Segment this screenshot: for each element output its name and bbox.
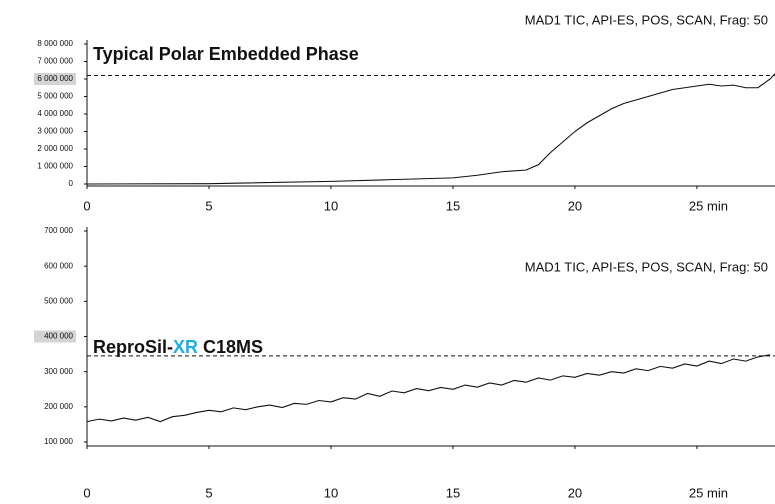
y-tick-label: 400 000 bbox=[44, 332, 73, 341]
annotation: MAD1 TIC, API-ES, POS, SCAN, Frag: 50 bbox=[525, 259, 768, 274]
y-tick-label: 200 000 bbox=[44, 402, 73, 411]
x-tick-label: 0 bbox=[83, 485, 90, 500]
tick-highlight bbox=[34, 330, 76, 343]
title-part: XR bbox=[173, 337, 198, 357]
y-tick-label: 6 000 000 bbox=[37, 74, 73, 83]
y-tick-label: 3 000 000 bbox=[37, 127, 73, 136]
y-tick-label: 300 000 bbox=[44, 367, 73, 376]
y-tick-label: 8 000 000 bbox=[37, 39, 73, 48]
x-tick-label: 5 bbox=[205, 198, 212, 213]
y-tick-label: 0 bbox=[69, 179, 74, 188]
x-tick-label: 10 bbox=[324, 485, 338, 500]
y-tick-label: 5 000 000 bbox=[37, 92, 73, 101]
x-tick-label: 5 bbox=[205, 485, 212, 500]
x-tick-label: 20 bbox=[568, 198, 582, 213]
line-series bbox=[86, 73, 775, 185]
annotation: MAD1 TIC, API-ES, POS, SCAN, Frag: 50 bbox=[525, 12, 768, 27]
y-tick-label: 500 000 bbox=[44, 296, 73, 305]
x-tick-label: 15 bbox=[446, 198, 460, 213]
x-tick-label: 15 bbox=[446, 485, 460, 500]
y-tick-label: 700 000 bbox=[44, 226, 73, 235]
x-tick-label: 10 bbox=[324, 198, 338, 213]
x-tick-label: 20 bbox=[568, 485, 582, 500]
x-tick-label: 0 bbox=[83, 198, 90, 213]
y-tick-label: 600 000 bbox=[44, 261, 73, 270]
x-tick-label: 25 min bbox=[689, 198, 728, 213]
y-tick-label: 2 000 000 bbox=[37, 144, 73, 153]
x-tick-label: 25 min bbox=[689, 485, 728, 500]
chart-title: Typical Polar Embedded Phase bbox=[93, 44, 359, 64]
y-tick-label: 1 000 000 bbox=[37, 162, 73, 171]
line-series bbox=[86, 354, 771, 423]
y-tick-label: 100 000 bbox=[44, 437, 73, 446]
title-part: C18MS bbox=[198, 337, 263, 357]
tick-highlight bbox=[34, 73, 76, 85]
y-tick-label: 7 000 000 bbox=[37, 57, 73, 66]
y-tick-label: 4 000 000 bbox=[37, 109, 73, 118]
chart-title: ReproSil-XR C18MS bbox=[93, 337, 263, 357]
title-part: ReproSil- bbox=[93, 337, 173, 357]
